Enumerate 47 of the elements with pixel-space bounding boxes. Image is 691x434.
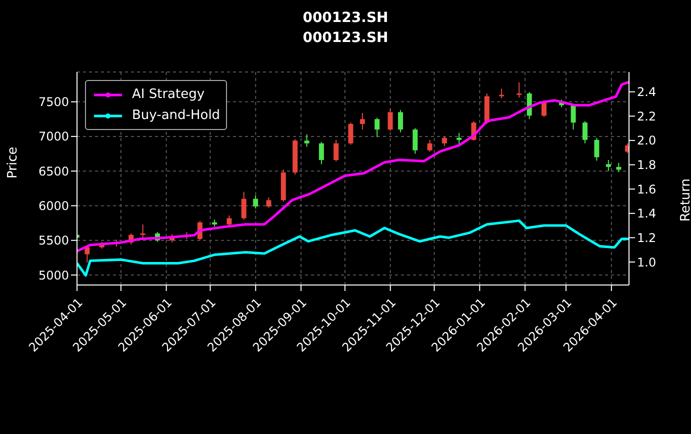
- y-tick-label: 6000: [38, 198, 69, 213]
- y2-tick-label: 1.0: [637, 255, 656, 270]
- legend-label: Buy-and-Hold: [132, 108, 220, 123]
- candlestick: [412, 128, 418, 154]
- y2-tick-label: 1.8: [637, 158, 656, 172]
- y-axis-title: Price: [6, 146, 21, 178]
- candlestick: [542, 100, 547, 118]
- candlestick: [334, 139, 339, 162]
- candlestick: [427, 139, 432, 152]
- y2-tick-label: 1.6: [637, 182, 656, 196]
- candlestick: [456, 132, 462, 146]
- y2-axis-title: Return: [678, 178, 691, 222]
- candlestick: [360, 112, 365, 130]
- y2-tick-label: 1.4: [637, 206, 656, 221]
- candlestick: [606, 160, 611, 172]
- candlestick: [241, 191, 246, 220]
- y-tick-label: 5000: [38, 268, 69, 282]
- candlestick: [266, 196, 272, 208]
- candlestick: [499, 88, 504, 99]
- candlestick: [304, 134, 310, 148]
- candlestick: [616, 162, 622, 172]
- candlestick: [442, 136, 447, 147]
- y2-tick-label: 1.2: [637, 230, 656, 245]
- candlestick: [348, 122, 354, 146]
- candlestick: [388, 108, 393, 132]
- candlestick: [140, 224, 146, 238]
- y-tick-label: 7500: [38, 95, 69, 110]
- chart-subtitle: 000123.SH: [302, 29, 390, 48]
- y-tick-label: 5500: [38, 234, 69, 248]
- chart-title: 000123.SH: [302, 9, 390, 28]
- y-tick-label: 6500: [38, 164, 69, 178]
- y2-tick-label: 2.0: [637, 134, 656, 148]
- candlestick: [253, 194, 258, 210]
- candlestick: [516, 82, 522, 98]
- line-series: [77, 80, 629, 252]
- candlestick: [318, 141, 324, 165]
- y-tick-label: 7000: [38, 130, 69, 144]
- candlestick: [582, 120, 588, 144]
- line-series: [77, 219, 629, 277]
- candlestick: [594, 137, 600, 162]
- candlestick: [570, 104, 576, 130]
- candlestick: [226, 214, 232, 226]
- candlestick: [398, 110, 404, 133]
- candlestick: [374, 117, 380, 138]
- y2-tick-label: 2.4: [637, 85, 656, 100]
- legend-label: AI Strategy: [132, 87, 205, 102]
- y2-tick-label: 2.2: [637, 109, 656, 124]
